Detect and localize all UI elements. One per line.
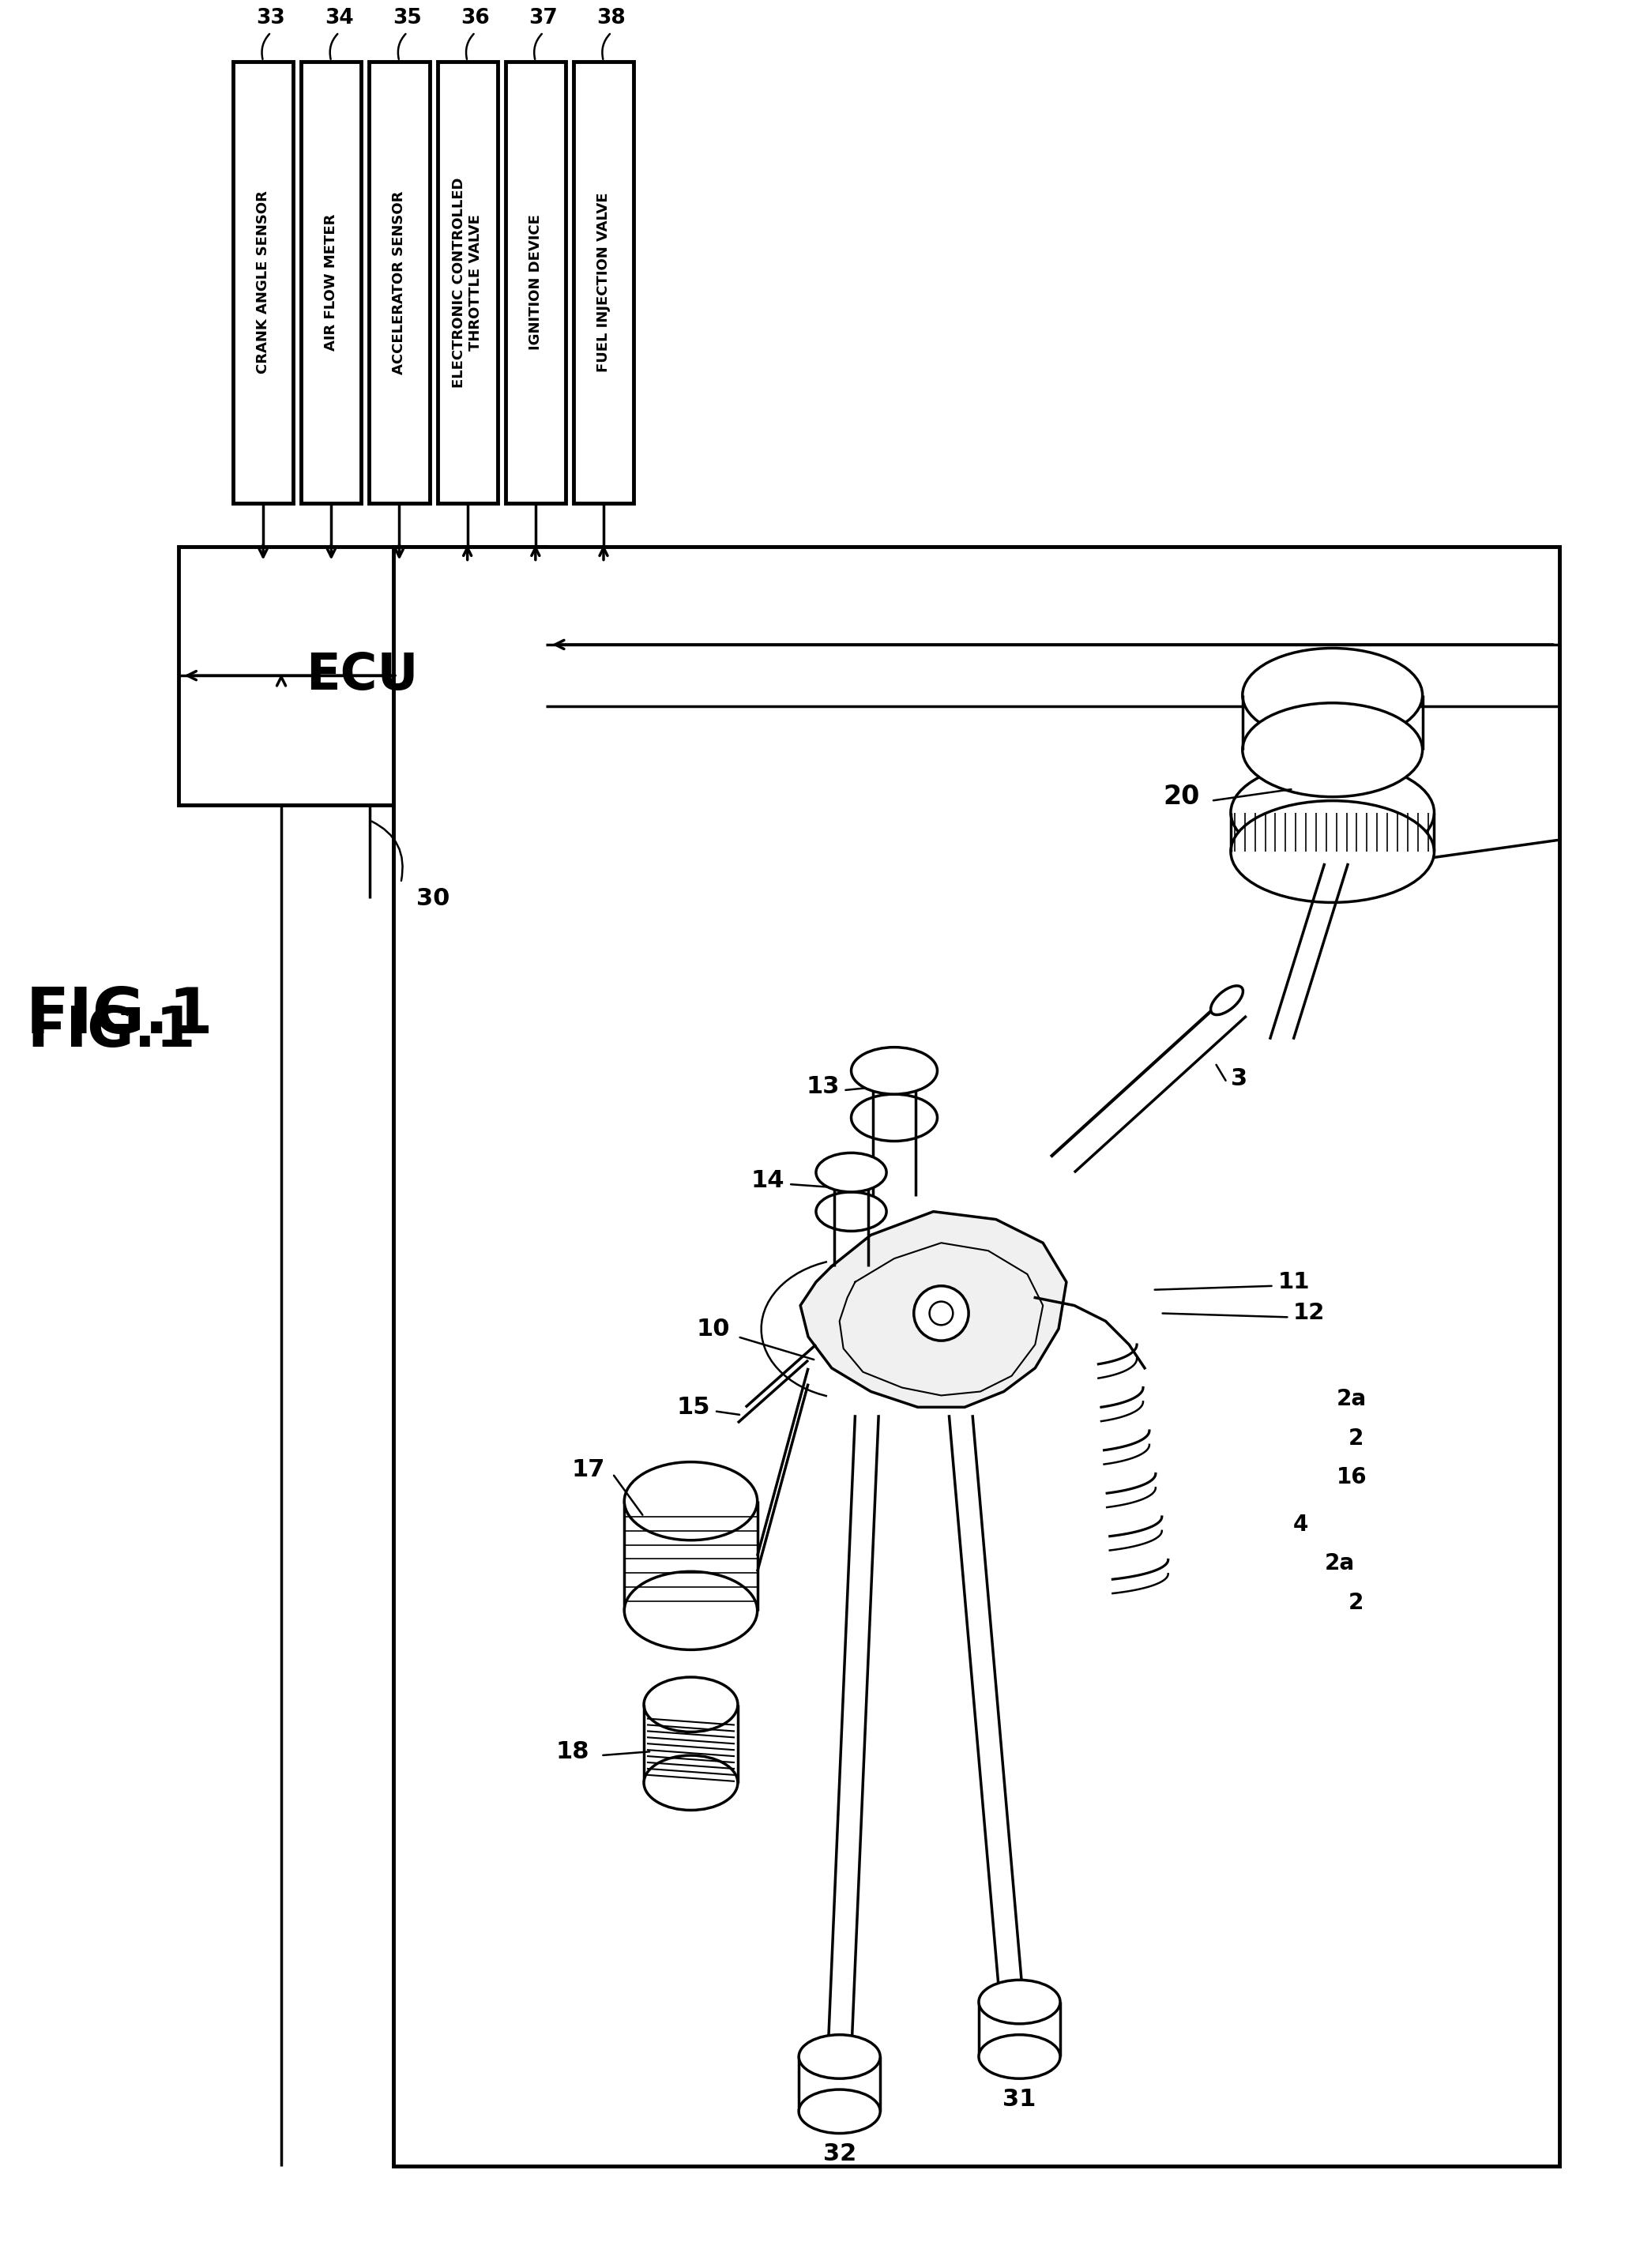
Text: 31: 31	[1002, 2089, 1036, 2112]
Text: 34: 34	[325, 9, 354, 29]
Ellipse shape	[913, 1286, 969, 1340]
Text: 33: 33	[256, 9, 285, 29]
Text: ECU: ECU	[307, 651, 418, 701]
Ellipse shape	[799, 2089, 881, 2134]
Text: 30: 30	[417, 887, 449, 909]
Text: 14: 14	[751, 1168, 784, 1191]
Bar	[505, 61, 566, 503]
Ellipse shape	[625, 1463, 758, 1540]
Ellipse shape	[1243, 703, 1422, 796]
Ellipse shape	[979, 1980, 1059, 2023]
Bar	[438, 61, 497, 503]
Text: FIG.1: FIG.1	[26, 984, 213, 1048]
Ellipse shape	[1210, 987, 1243, 1014]
Bar	[394, 547, 1560, 2166]
Text: 2: 2	[1348, 1592, 1363, 1615]
Bar	[233, 61, 294, 503]
Text: FUEL INJECTION VALVE: FUEL INJECTION VALVE	[597, 193, 610, 372]
Ellipse shape	[851, 1048, 938, 1093]
Text: 17: 17	[571, 1458, 605, 1481]
Text: 3: 3	[1230, 1066, 1248, 1091]
Text: 2a: 2a	[1337, 1388, 1366, 1411]
Ellipse shape	[817, 1193, 887, 1232]
Bar	[574, 61, 633, 503]
Ellipse shape	[851, 1093, 938, 1141]
Ellipse shape	[645, 1676, 738, 1733]
Text: 16: 16	[1337, 1467, 1366, 1488]
Text: 13: 13	[805, 1075, 840, 1098]
Ellipse shape	[1230, 801, 1435, 903]
Text: 12: 12	[1294, 1302, 1325, 1325]
Text: 18: 18	[556, 1740, 589, 1762]
Text: IGNITION DEVICE: IGNITION DEVICE	[528, 215, 543, 349]
Bar	[302, 61, 361, 503]
Ellipse shape	[1243, 649, 1422, 742]
Text: FIG.1: FIG.1	[28, 1005, 197, 1059]
Text: 37: 37	[528, 9, 558, 29]
Text: ACCELERATOR SENSOR: ACCELERATOR SENSOR	[392, 191, 407, 374]
Polygon shape	[800, 1211, 1066, 1406]
Ellipse shape	[625, 1572, 758, 1649]
Ellipse shape	[1230, 762, 1435, 864]
Bar	[369, 61, 430, 503]
Ellipse shape	[930, 1302, 953, 1325]
Text: AIR FLOW METER: AIR FLOW METER	[325, 213, 338, 352]
Text: 32: 32	[823, 2143, 856, 2166]
Text: 15: 15	[677, 1395, 710, 1420]
Ellipse shape	[817, 1152, 887, 1193]
Text: 2: 2	[1348, 1427, 1363, 1449]
Text: CRANK ANGLE SENSOR: CRANK ANGLE SENSOR	[256, 191, 271, 374]
Text: 20: 20	[1163, 785, 1199, 810]
Text: 2a: 2a	[1325, 1554, 1355, 1574]
Bar	[179, 547, 546, 805]
Text: 38: 38	[597, 9, 626, 29]
Text: 4: 4	[1294, 1513, 1309, 1535]
Text: ELECTRONIC CONTROLLED
THROTTLE VALVE: ELECTRONIC CONTROLLED THROTTLE VALVE	[453, 177, 482, 388]
Ellipse shape	[799, 2034, 881, 2077]
Ellipse shape	[979, 2034, 1059, 2077]
Text: 35: 35	[392, 9, 421, 29]
Text: 11: 11	[1278, 1270, 1310, 1293]
Text: 36: 36	[461, 9, 490, 29]
Text: 10: 10	[697, 1318, 730, 1340]
Ellipse shape	[645, 1755, 738, 1810]
